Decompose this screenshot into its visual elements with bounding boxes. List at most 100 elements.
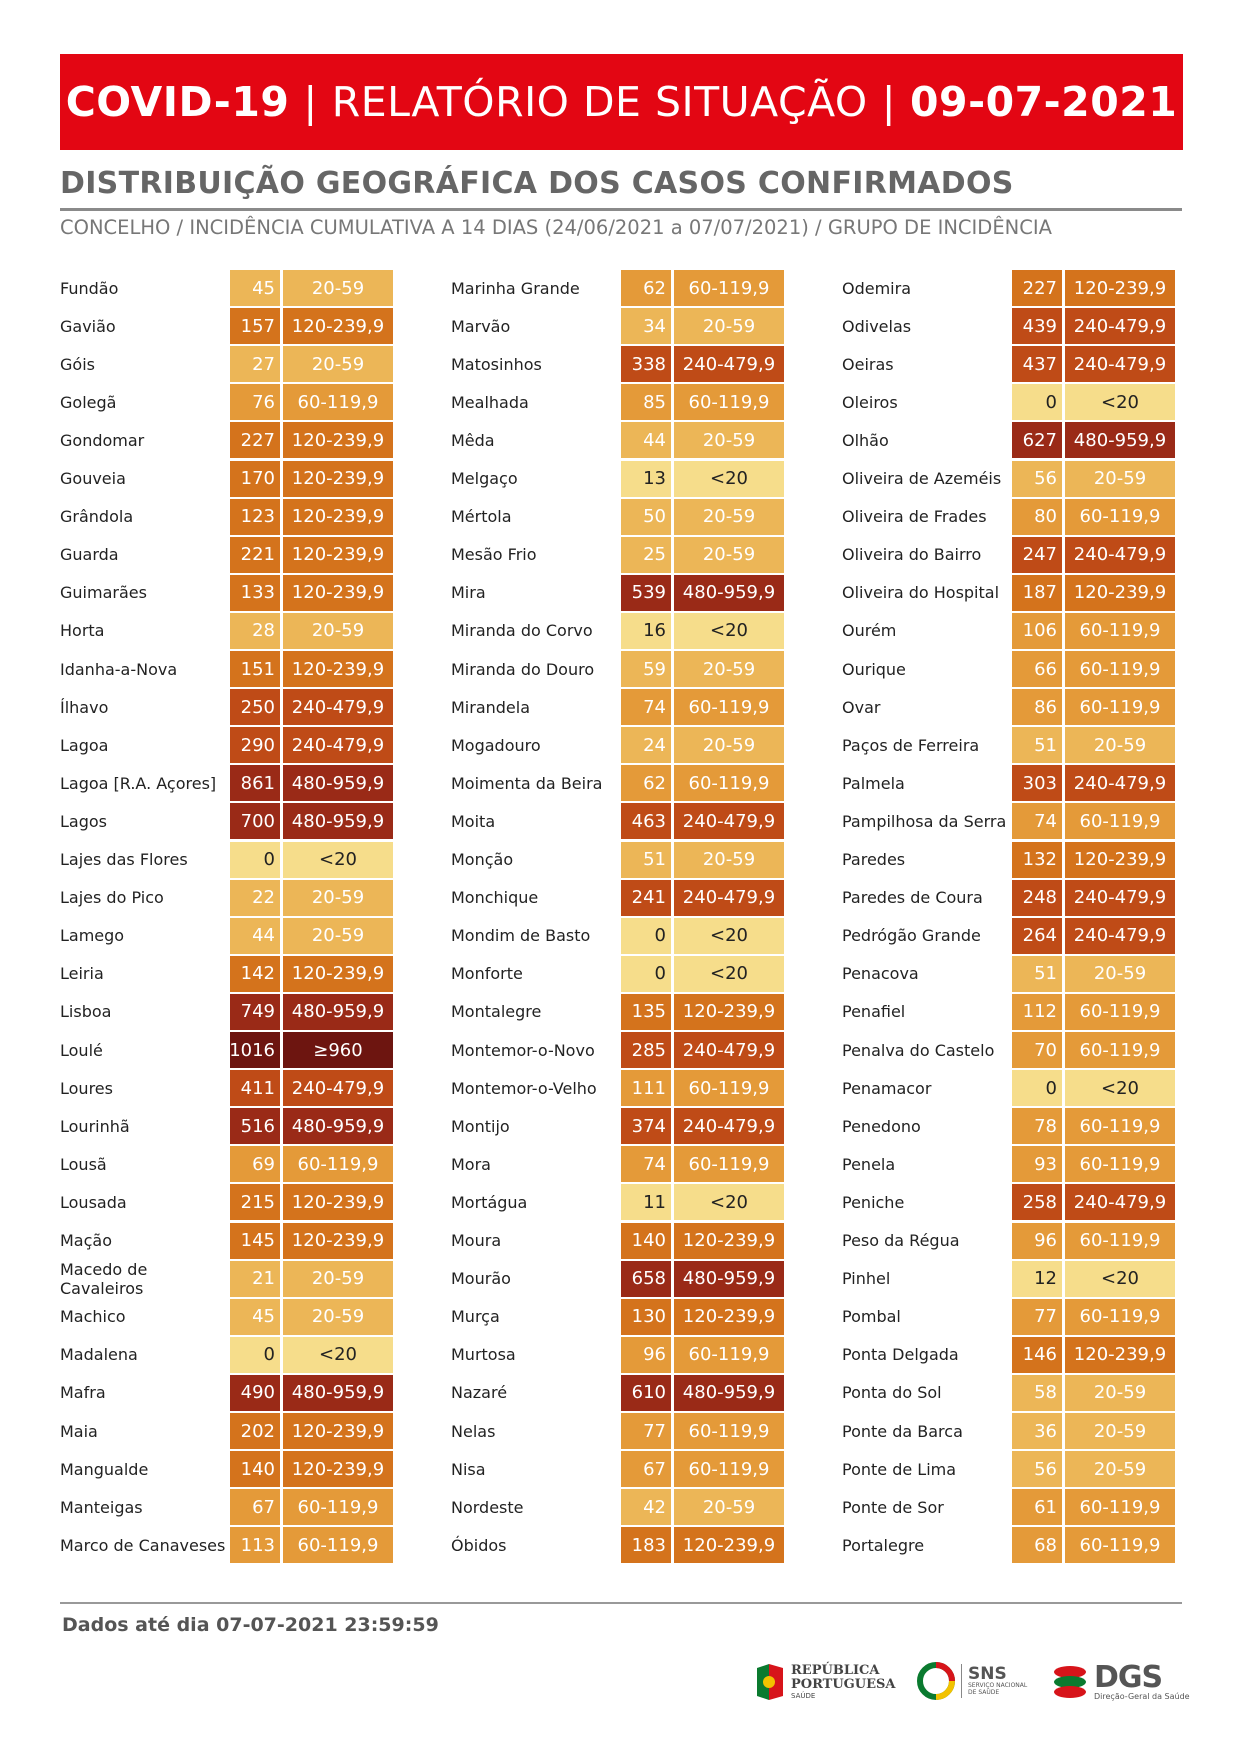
incidence-group: 60-119,9 bbox=[674, 1070, 784, 1107]
incidence-group: 60-119,9 bbox=[1065, 498, 1175, 535]
municipality-name: Murça bbox=[451, 1307, 500, 1327]
municipality-row: Lamego 44 20-59 bbox=[60, 917, 396, 954]
incidence-value: 0 bbox=[230, 1336, 280, 1373]
incidence-value: 539 bbox=[621, 574, 671, 611]
municipality-row: Ponte de Sor 61 60-119,9 bbox=[842, 1489, 1178, 1526]
incidence-value: 0 bbox=[621, 955, 671, 992]
incidence-group: 480-959,9 bbox=[283, 765, 393, 802]
incidence-value: 45 bbox=[230, 270, 280, 306]
incidence-group: 120-239,9 bbox=[283, 308, 393, 345]
incidence-group: 480-959,9 bbox=[674, 1374, 784, 1411]
municipality-row: Mêda 44 20-59 bbox=[451, 422, 787, 459]
municipality-name: Matosinhos bbox=[451, 354, 542, 374]
incidence-value: 67 bbox=[621, 1451, 671, 1488]
municipality-name: Penalva do Castelo bbox=[842, 1040, 995, 1060]
data-cutoff-note: Dados até dia 07-07-2021 23:59:59 bbox=[62, 1614, 439, 1636]
municipality-name: Mogadouro bbox=[451, 735, 541, 755]
municipality-row: Manteigas 67 60-119,9 bbox=[60, 1489, 396, 1526]
municipality-name: Guimarães bbox=[60, 583, 147, 603]
republica-line1: REPÚBLICA bbox=[791, 1663, 880, 1678]
incidence-value: 183 bbox=[621, 1527, 671, 1564]
incidence-value: 61 bbox=[1012, 1489, 1062, 1526]
municipality-name: Lagoa bbox=[60, 735, 109, 755]
incidence-group: 60-119,9 bbox=[1065, 1298, 1175, 1335]
municipality-row: Oliveira de Azeméis 56 20-59 bbox=[842, 460, 1178, 497]
municipality-row: Montemor-o-Novo 285 240-479,9 bbox=[451, 1032, 787, 1068]
incidence-value: 44 bbox=[621, 422, 671, 459]
municipality-row: Penalva do Castelo 70 60-119,9 bbox=[842, 1032, 1178, 1068]
municipality-row: Miranda do Corvo 16 <20 bbox=[451, 612, 787, 649]
municipality-row: Mondim de Basto 0 <20 bbox=[451, 917, 787, 954]
municipality-name: Miranda do Douro bbox=[451, 659, 595, 679]
incidence-group: 120-239,9 bbox=[283, 651, 393, 687]
portugal-flag-icon bbox=[757, 1664, 783, 1700]
incidence-value: 123 bbox=[230, 498, 280, 535]
incidence-group: 60-119,9 bbox=[1065, 1489, 1175, 1526]
municipality-row: Gondomar 227 120-239,9 bbox=[60, 422, 396, 459]
incidence-value: 130 bbox=[621, 1298, 671, 1335]
incidence-value: 285 bbox=[621, 1032, 671, 1068]
incidence-value: 85 bbox=[621, 384, 671, 421]
municipality-row: Lagoa [R.A. Açores] 861 480-959,9 bbox=[60, 765, 396, 802]
incidence-value: 700 bbox=[230, 803, 280, 840]
incidence-group: 20-59 bbox=[674, 536, 784, 573]
incidence-value: 45 bbox=[230, 1298, 280, 1335]
municipality-name: Fundão bbox=[60, 278, 119, 298]
incidence-value: 0 bbox=[621, 917, 671, 954]
incidence-group: 20-59 bbox=[1065, 1374, 1175, 1411]
incidence-value: 374 bbox=[621, 1108, 671, 1145]
incidence-value: 59 bbox=[621, 651, 671, 687]
incidence-group: 240-479,9 bbox=[283, 689, 393, 726]
incidence-group: 240-479,9 bbox=[283, 1070, 393, 1107]
incidence-group: 120-239,9 bbox=[1065, 270, 1175, 306]
municipality-row: Gouveia 170 120-239,9 bbox=[60, 460, 396, 497]
incidence-value: 44 bbox=[230, 917, 280, 954]
municipality-name: Portalegre bbox=[842, 1535, 925, 1555]
incidence-value: 338 bbox=[621, 346, 671, 383]
dgs-subtitle: Direção-Geral da Saúde bbox=[1094, 1691, 1190, 1701]
municipality-name: Lisboa bbox=[60, 1002, 112, 1022]
municipality-name: Óbidos bbox=[451, 1535, 507, 1555]
incidence-group: 120-239,9 bbox=[674, 1527, 784, 1564]
incidence-value: 77 bbox=[621, 1413, 671, 1449]
republica-portuguesa-logo: REPÚBLICA PORTUGUESA SAÚDE bbox=[755, 1662, 896, 1702]
municipality-row: Lousada 215 120-239,9 bbox=[60, 1184, 396, 1221]
incidence-value: 70 bbox=[1012, 1032, 1062, 1068]
municipality-row: Mação 145 120-239,9 bbox=[60, 1222, 396, 1259]
municipality-row: Paredes de Coura 248 240-479,9 bbox=[842, 879, 1178, 916]
municipality-name: Mourão bbox=[451, 1269, 511, 1289]
municipality-row: Guarda 221 120-239,9 bbox=[60, 536, 396, 573]
incidence-group: 20-59 bbox=[283, 346, 393, 383]
incidence-value: 861 bbox=[230, 765, 280, 802]
municipality-name: Ovar bbox=[842, 697, 881, 717]
municipality-name: Moura bbox=[451, 1231, 502, 1250]
incidence-group: 20-59 bbox=[283, 270, 393, 306]
municipality-name: Oliveira do Bairro bbox=[842, 545, 982, 565]
report-header-banner: COVID-19 | RELATÓRIO DE SITUAÇÃO | 09-07… bbox=[60, 54, 1183, 150]
incidence-value: 13 bbox=[621, 460, 671, 497]
incidence-value: 51 bbox=[621, 841, 671, 878]
incidence-group: 120-239,9 bbox=[674, 1298, 784, 1335]
incidence-value: 157 bbox=[230, 308, 280, 345]
incidence-group: 20-59 bbox=[283, 1260, 393, 1297]
incidence-value: 135 bbox=[621, 993, 671, 1030]
municipality-row: Mortágua 11 <20 bbox=[451, 1184, 787, 1221]
municipality-name: Marvão bbox=[451, 316, 511, 336]
incidence-value: 69 bbox=[230, 1146, 280, 1183]
sns-emblem-icon bbox=[917, 1662, 955, 1700]
incidence-group: ≥960 bbox=[283, 1032, 393, 1068]
municipality-name: Paços de Ferreira bbox=[842, 735, 980, 755]
incidence-group: 120-239,9 bbox=[283, 1184, 393, 1221]
municipality-row: Monchique 241 240-479,9 bbox=[451, 879, 787, 916]
incidence-group: <20 bbox=[674, 1184, 784, 1221]
municipality-name: Monforte bbox=[451, 964, 523, 984]
municipality-row: Odivelas 439 240-479,9 bbox=[842, 308, 1178, 345]
incidence-value: 56 bbox=[1012, 1451, 1062, 1488]
incidence-group: 60-119,9 bbox=[1065, 803, 1175, 840]
municipality-row: Portalegre 68 60-119,9 bbox=[842, 1527, 1178, 1564]
municipality-name: Mação bbox=[60, 1231, 112, 1250]
municipality-row: Mogadouro 24 20-59 bbox=[451, 727, 787, 764]
incidence-value: 227 bbox=[1012, 270, 1062, 306]
incidence-group: 240-479,9 bbox=[1065, 536, 1175, 573]
header-report-title: RELATÓRIO DE SITUAÇÃO bbox=[331, 78, 868, 126]
